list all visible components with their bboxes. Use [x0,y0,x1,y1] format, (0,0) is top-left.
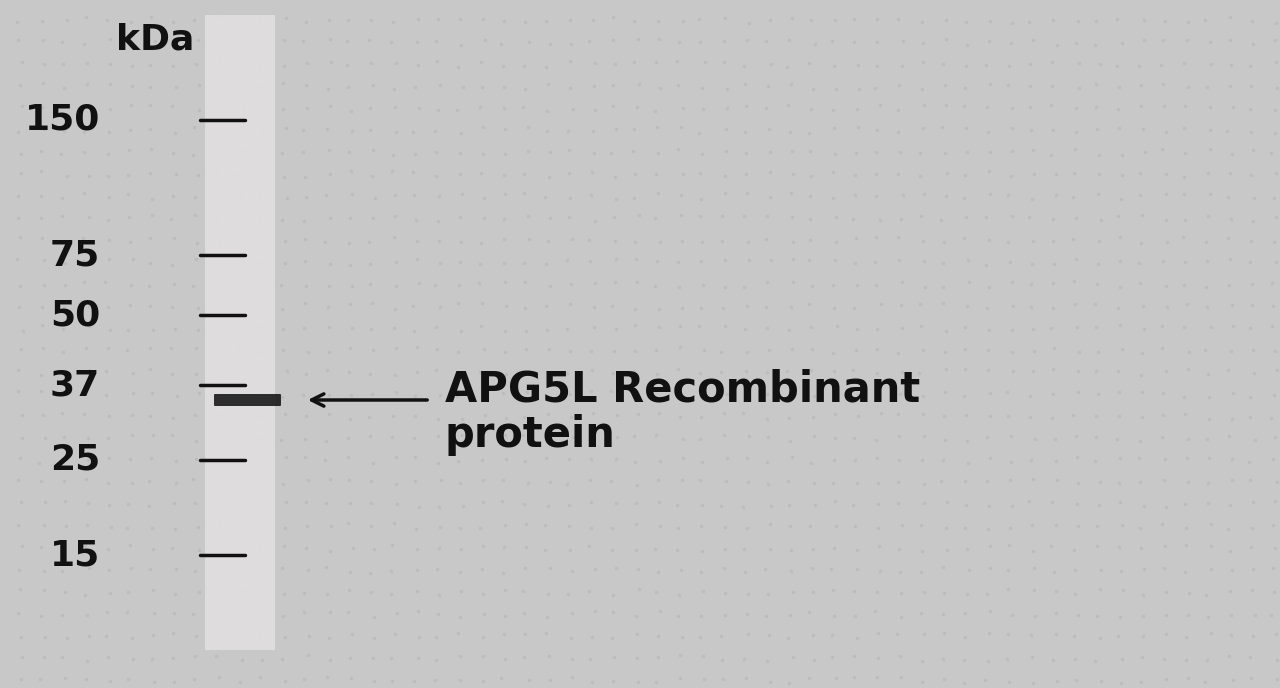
Text: 15: 15 [50,538,100,572]
Bar [205,15,275,650]
Text: protein: protein [445,414,616,456]
Text: 25: 25 [50,443,100,477]
Text: kDa: kDa [115,23,195,57]
Text: 37: 37 [50,368,100,402]
Text: 75: 75 [50,238,100,272]
Text: APG5L Recombinant: APG5L Recombinant [445,369,920,411]
Text: 150: 150 [24,103,100,137]
Text: 50: 50 [50,298,100,332]
FancyBboxPatch shape [214,394,282,406]
